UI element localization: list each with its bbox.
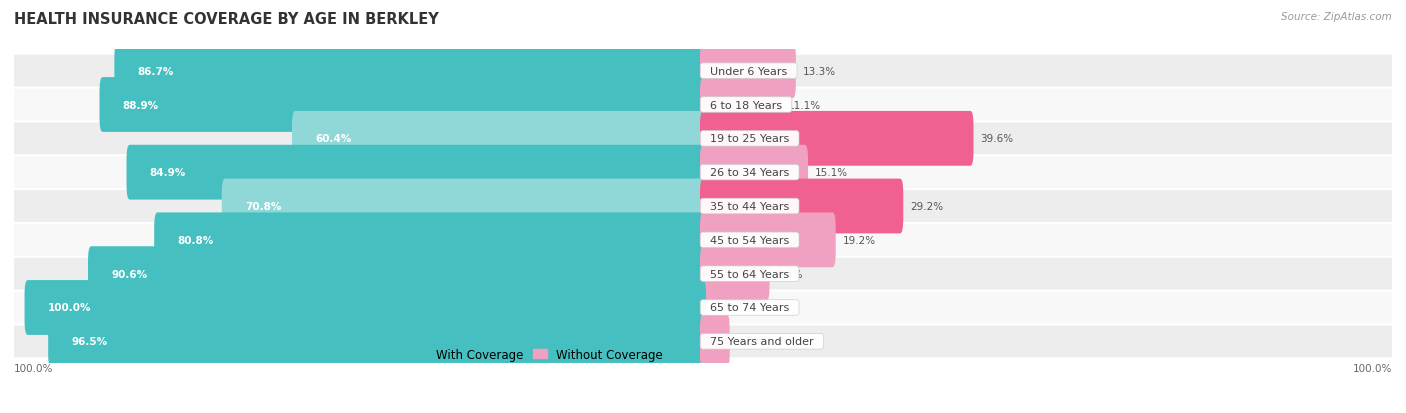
Text: 11.1%: 11.1% xyxy=(789,100,821,110)
FancyBboxPatch shape xyxy=(24,280,706,335)
Text: 19.2%: 19.2% xyxy=(842,235,876,245)
FancyBboxPatch shape xyxy=(89,247,706,301)
Text: 96.5%: 96.5% xyxy=(72,337,108,347)
Text: 90.6%: 90.6% xyxy=(111,269,148,279)
Text: 100.0%: 100.0% xyxy=(1353,363,1392,373)
Text: 3.5%: 3.5% xyxy=(737,337,763,347)
FancyBboxPatch shape xyxy=(14,292,1392,324)
Text: 15.1%: 15.1% xyxy=(815,168,848,178)
Text: 75 Years and older: 75 Years and older xyxy=(703,337,821,347)
Text: Source: ZipAtlas.com: Source: ZipAtlas.com xyxy=(1281,12,1392,22)
Text: 60.4%: 60.4% xyxy=(315,134,352,144)
Text: 29.2%: 29.2% xyxy=(910,202,943,211)
Text: 13.3%: 13.3% xyxy=(803,66,837,76)
Text: 9.4%: 9.4% xyxy=(776,269,803,279)
FancyBboxPatch shape xyxy=(114,44,706,99)
FancyBboxPatch shape xyxy=(48,314,706,369)
FancyBboxPatch shape xyxy=(700,179,903,234)
Text: 88.9%: 88.9% xyxy=(122,100,159,110)
FancyBboxPatch shape xyxy=(14,191,1392,222)
Text: 100.0%: 100.0% xyxy=(48,303,91,313)
FancyBboxPatch shape xyxy=(700,112,973,166)
FancyBboxPatch shape xyxy=(700,247,769,301)
FancyBboxPatch shape xyxy=(700,78,780,133)
Text: 39.6%: 39.6% xyxy=(980,134,1014,144)
FancyBboxPatch shape xyxy=(700,314,730,369)
Text: 26 to 34 Years: 26 to 34 Years xyxy=(703,168,796,178)
Legend: With Coverage, Without Coverage: With Coverage, Without Coverage xyxy=(412,348,664,361)
Text: 6 to 18 Years: 6 to 18 Years xyxy=(703,100,789,110)
FancyBboxPatch shape xyxy=(292,112,706,166)
FancyBboxPatch shape xyxy=(14,56,1392,88)
Text: 65 to 74 Years: 65 to 74 Years xyxy=(703,303,796,313)
FancyBboxPatch shape xyxy=(14,325,1392,357)
FancyBboxPatch shape xyxy=(14,258,1392,290)
Text: Under 6 Years: Under 6 Years xyxy=(703,66,794,76)
FancyBboxPatch shape xyxy=(700,44,796,99)
FancyBboxPatch shape xyxy=(700,213,835,268)
FancyBboxPatch shape xyxy=(14,157,1392,189)
FancyBboxPatch shape xyxy=(222,179,706,234)
Text: HEALTH INSURANCE COVERAGE BY AGE IN BERKLEY: HEALTH INSURANCE COVERAGE BY AGE IN BERK… xyxy=(14,12,439,27)
Text: 86.7%: 86.7% xyxy=(138,66,174,76)
FancyBboxPatch shape xyxy=(700,145,808,200)
Text: 45 to 54 Years: 45 to 54 Years xyxy=(703,235,796,245)
FancyBboxPatch shape xyxy=(14,224,1392,256)
Text: 84.9%: 84.9% xyxy=(150,168,186,178)
Text: 100.0%: 100.0% xyxy=(14,363,53,373)
FancyBboxPatch shape xyxy=(127,145,706,200)
Text: 70.8%: 70.8% xyxy=(245,202,281,211)
Text: 35 to 44 Years: 35 to 44 Years xyxy=(703,202,796,211)
FancyBboxPatch shape xyxy=(155,213,706,268)
FancyBboxPatch shape xyxy=(14,123,1392,155)
Text: 0.0%: 0.0% xyxy=(713,303,740,313)
FancyBboxPatch shape xyxy=(14,89,1392,121)
Text: 80.8%: 80.8% xyxy=(177,235,214,245)
Text: 55 to 64 Years: 55 to 64 Years xyxy=(703,269,796,279)
FancyBboxPatch shape xyxy=(100,78,706,133)
Text: 19 to 25 Years: 19 to 25 Years xyxy=(703,134,796,144)
